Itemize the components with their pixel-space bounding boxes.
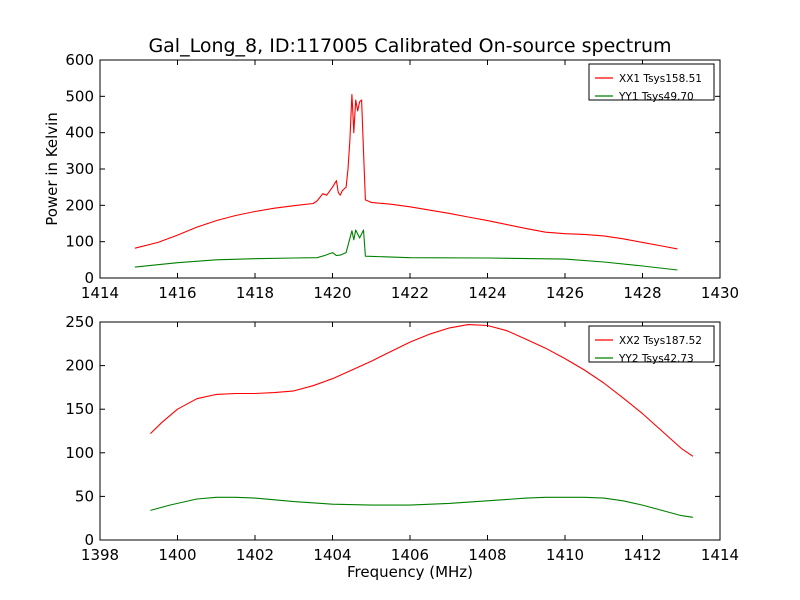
top-y-tick-label: 200 bbox=[65, 196, 94, 214]
bottom-x-tick-label: 1414 bbox=[701, 546, 739, 564]
bottom-legend-label-2: YY2 Tsys42.73 bbox=[618, 353, 694, 365]
top-x-tick-label: 1414 bbox=[81, 284, 119, 302]
bottom-plot-area: 1398 1400 1402 1404 1406 1408 1410 1412 1414 0 50 1… bbox=[65, 313, 739, 564]
bottom-x-tick-label: 1404 bbox=[313, 546, 351, 564]
top-y-axis-label: Power in Kelvin bbox=[43, 112, 61, 226]
top-x-tick-label: 1422 bbox=[391, 284, 429, 302]
bottom-legend: XX2 Tsys187.52 YY2 Tsys42.73 bbox=[588, 325, 715, 365]
bottom-y-tick-label: 150 bbox=[65, 400, 94, 418]
top-x-tick-label: 1420 bbox=[313, 284, 351, 302]
bottom-x-axis-label: Frequency (MHz) bbox=[347, 563, 473, 581]
bottom-y-tick-label: 200 bbox=[65, 357, 94, 375]
top-legend-box bbox=[588, 63, 715, 101]
bottom-y-tick-label: 50 bbox=[75, 487, 94, 505]
top-x-tick-label: 1424 bbox=[468, 284, 506, 302]
top-series-line-1 bbox=[134, 93, 678, 250]
top-plot-area: 1414 1416 1418 1420 1422 1424 1426 1428 1430 0 100… bbox=[65, 51, 739, 302]
top-legend-label-2: YY1 Tsys49.70 bbox=[618, 91, 694, 103]
top-x-tick-label: 1428 bbox=[623, 284, 661, 302]
top-y-tick-label: 600 bbox=[65, 51, 94, 69]
bottom-x-tick-label: 1406 bbox=[391, 546, 429, 564]
bottom-x-tick-label: 1402 bbox=[236, 546, 274, 564]
bottom-series-line-1 bbox=[150, 324, 694, 457]
bottom-y-tick-label: 0 bbox=[84, 531, 94, 549]
top-y-tick-label: 400 bbox=[65, 124, 94, 142]
top-series-line-2 bbox=[134, 229, 678, 271]
top-y-tick-label: 300 bbox=[65, 160, 94, 178]
bottom-x-tick-label: 1398 bbox=[81, 546, 119, 564]
bottom-y-tick-label: 100 bbox=[65, 444, 94, 462]
bottom-legend-box bbox=[588, 325, 715, 363]
bottom-x-tick-label: 1408 bbox=[468, 546, 506, 564]
bottom-legend-label-1: XX2 Tsys187.52 bbox=[619, 335, 702, 347]
top-y-tick-label: 500 bbox=[65, 87, 94, 105]
bottom-y-tick-label: 250 bbox=[65, 313, 94, 331]
top-y-tick-label: 0 bbox=[84, 269, 94, 287]
top-x-tick-label: 1418 bbox=[236, 284, 274, 302]
top-legend: XX1 Tsys158.51 YY1 Tsys49.70 bbox=[588, 63, 715, 103]
top-x-tick-label: 1426 bbox=[546, 284, 584, 302]
bottom-series-line-2 bbox=[150, 496, 693, 518]
bottom-x-tick-label: 1400 bbox=[158, 546, 196, 564]
chart-title: Gal_Long_8, ID:117005 Calibrated On-sour… bbox=[148, 35, 671, 57]
bottom-x-tick-label: 1412 bbox=[623, 546, 661, 564]
top-y-tick-label: 100 bbox=[65, 233, 94, 251]
top-x-tick-label: 1430 bbox=[701, 284, 739, 302]
bottom-x-tick-label: 1410 bbox=[546, 546, 584, 564]
top-x-tick-label: 1416 bbox=[158, 284, 196, 302]
top-legend-label-1: XX1 Tsys158.51 bbox=[619, 73, 702, 85]
